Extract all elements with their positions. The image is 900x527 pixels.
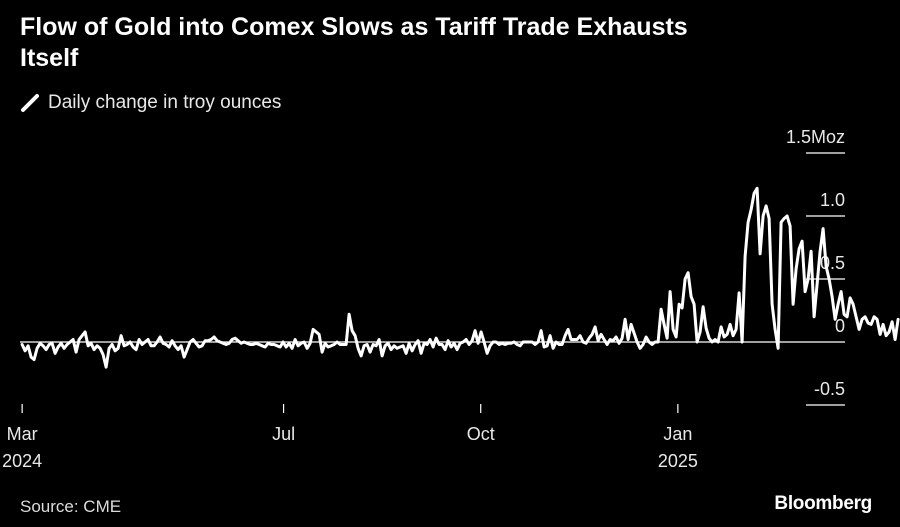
x-tick-label: Oct <box>467 424 495 444</box>
x-tick-year-label: 2024 <box>2 451 42 471</box>
legend: Daily change in troy ounces <box>20 92 281 114</box>
series-line <box>20 186 900 369</box>
y-axis-labels: 1.5Moz 1.0 0.5 0 -0.5 <box>786 127 845 399</box>
y-tick-label: 1.5Moz <box>786 127 845 147</box>
y-tick-label: 0 <box>835 316 845 336</box>
x-tick-label: Jul <box>272 424 295 444</box>
x-tick-label: Mar <box>7 424 38 444</box>
x-tick-year-label: 2025 <box>658 451 698 471</box>
x-tick-label: Jan <box>663 424 692 444</box>
y-tick-label: 0.5 <box>820 253 845 273</box>
source-note: Source: CME <box>20 497 122 516</box>
legend-label: Daily change in troy ounces <box>48 92 282 113</box>
y-tick-label: -0.5 <box>814 379 845 399</box>
y-tick-label: 1.0 <box>820 190 845 210</box>
bloomberg-logo: Bloomberg <box>774 493 872 514</box>
x-axis: Mar 2024 Jul Oct Jan 2025 <box>2 404 698 471</box>
series-lines <box>20 186 900 369</box>
pencil-icon <box>21 94 39 112</box>
gridlines <box>20 152 845 406</box>
chart-title: Flow of Gold into Comex Slows as Tariff … <box>20 13 688 72</box>
